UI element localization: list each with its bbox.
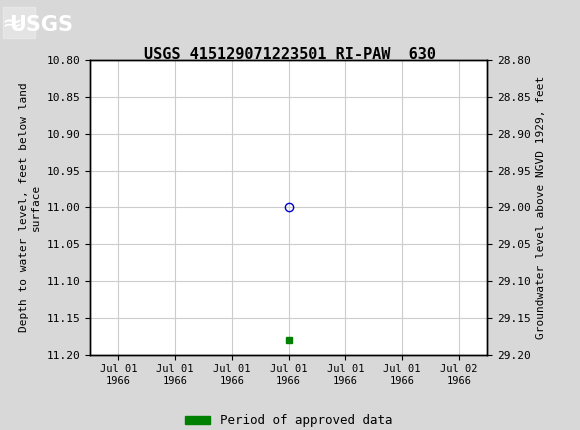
Y-axis label: Groundwater level above NGVD 1929, feet: Groundwater level above NGVD 1929, feet [536,76,546,339]
Y-axis label: Depth to water level, feet below land
surface: Depth to water level, feet below land su… [19,83,41,332]
Text: USGS 415129071223501 RI-PAW  630: USGS 415129071223501 RI-PAW 630 [144,47,436,62]
Text: ≈: ≈ [2,13,23,37]
Text: USGS: USGS [9,15,72,35]
Legend: Period of approved data: Period of approved data [180,409,397,430]
FancyBboxPatch shape [3,7,35,38]
